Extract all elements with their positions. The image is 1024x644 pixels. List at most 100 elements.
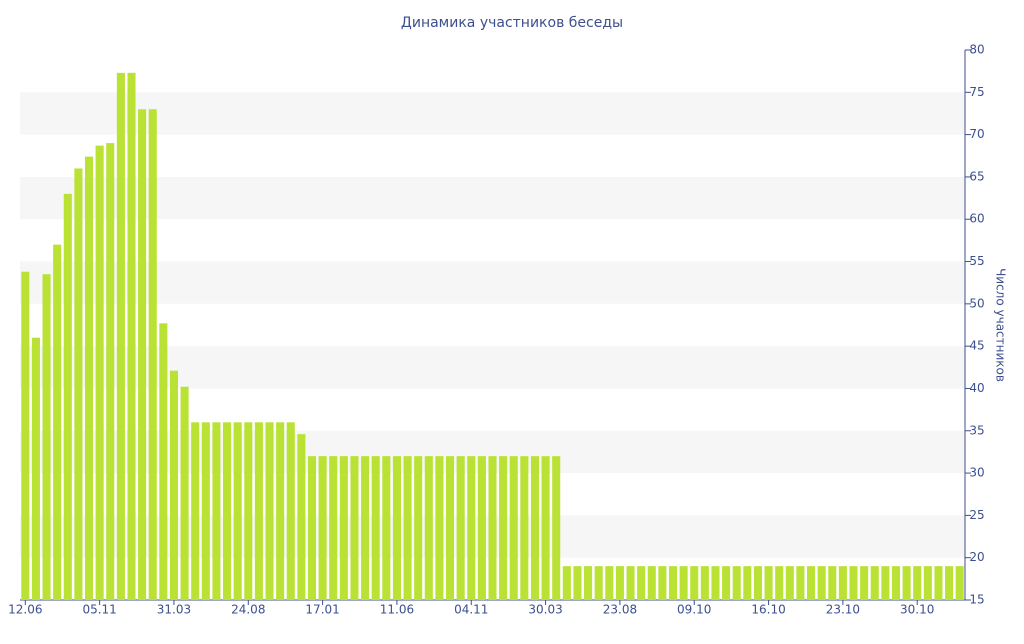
bar — [74, 168, 83, 600]
bar — [276, 422, 285, 600]
grid-band — [20, 176, 965, 220]
bar — [945, 566, 954, 600]
y-tick-label: 60 — [969, 212, 984, 226]
bar — [785, 566, 794, 600]
y-tick-label: 40 — [969, 381, 984, 395]
bar — [732, 566, 741, 600]
bar — [371, 456, 380, 600]
bar — [223, 422, 232, 600]
bar — [201, 422, 210, 600]
y-tick-label: 55 — [969, 254, 984, 268]
bar — [615, 566, 624, 600]
bar — [435, 456, 444, 600]
bar — [21, 271, 30, 600]
x-tick-label: 23.10 — [826, 603, 860, 617]
bar — [722, 566, 731, 600]
bar — [828, 566, 837, 600]
bar — [329, 456, 338, 600]
bar — [350, 456, 359, 600]
bar — [254, 422, 263, 600]
y-tick-label: 80 — [969, 43, 984, 57]
bar — [753, 566, 762, 600]
bar — [95, 145, 104, 600]
bar — [286, 422, 295, 600]
bar — [700, 566, 709, 600]
bar — [849, 566, 858, 600]
bar — [445, 456, 455, 600]
grid-band — [20, 92, 965, 135]
bar — [191, 422, 200, 600]
bar — [180, 386, 189, 600]
bar — [127, 72, 136, 601]
bar — [138, 109, 147, 600]
x-tick-label: 09.10 — [677, 603, 711, 617]
bar — [456, 456, 465, 600]
bar — [530, 456, 540, 600]
bar — [361, 456, 370, 600]
y-tick-label: 70 — [969, 127, 984, 141]
bar — [403, 456, 412, 600]
y-tick-label: 30 — [969, 466, 984, 480]
bar — [541, 456, 550, 600]
bar — [881, 566, 890, 600]
bar — [711, 566, 720, 600]
bar — [339, 456, 348, 600]
bar — [42, 274, 51, 600]
bar — [212, 422, 221, 600]
x-tick-label: 30.03 — [528, 603, 562, 617]
bar — [116, 72, 125, 601]
bar — [584, 566, 593, 600]
bar — [424, 456, 433, 600]
bar — [902, 566, 911, 600]
bar — [84, 156, 94, 600]
bar — [307, 456, 317, 600]
y-tick-label: 45 — [969, 339, 984, 353]
y-tick-label: 75 — [969, 85, 984, 99]
grid-band — [20, 261, 965, 304]
bar — [743, 566, 752, 600]
bar — [488, 456, 497, 600]
bar — [764, 566, 773, 600]
bar — [870, 566, 879, 600]
x-tick-label: 30.10 — [900, 603, 934, 617]
x-tick-label: 16.10 — [751, 603, 785, 617]
bar — [31, 337, 40, 600]
bar — [775, 566, 784, 600]
bar — [807, 566, 816, 600]
x-tick-label: 11.06 — [380, 603, 414, 617]
bar — [668, 566, 678, 600]
bar — [169, 370, 178, 600]
bar — [477, 456, 486, 600]
bar — [637, 566, 646, 600]
y-tick-label: 65 — [969, 169, 984, 183]
bar — [467, 456, 476, 600]
y-tick-label: 25 — [969, 508, 984, 522]
y-tick-label: 35 — [969, 423, 984, 437]
x-tick-label: 12.06 — [8, 603, 42, 617]
bar — [414, 456, 423, 600]
bar — [499, 456, 508, 600]
bar — [552, 456, 561, 600]
bar — [520, 456, 529, 600]
bar — [573, 566, 582, 600]
bar — [605, 566, 614, 600]
bar — [265, 422, 274, 600]
bar — [106, 143, 115, 601]
x-tick-label: 24.08 — [231, 603, 265, 617]
bar — [891, 566, 901, 600]
bar — [626, 566, 635, 600]
x-tick-label: 23.08 — [603, 603, 637, 617]
bar — [509, 456, 518, 600]
bar — [934, 566, 943, 600]
bar — [382, 456, 391, 600]
bar — [658, 566, 667, 600]
bar — [318, 456, 327, 600]
bar — [562, 566, 571, 600]
y-tick-label: 20 — [969, 550, 984, 564]
bar — [955, 566, 964, 600]
x-tick-label: 31.03 — [157, 603, 191, 617]
bar — [679, 566, 688, 600]
bar — [913, 566, 922, 600]
bar — [690, 566, 699, 600]
